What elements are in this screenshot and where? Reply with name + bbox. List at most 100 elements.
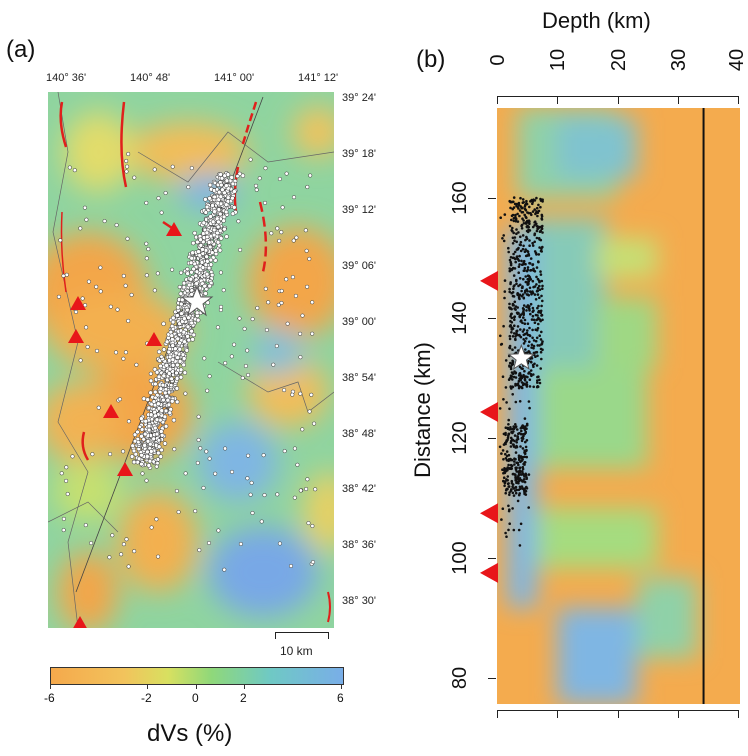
hypocenter-dot: [541, 231, 544, 234]
colorbar-title: dVs (%): [147, 720, 233, 747]
hypocenter-dot: [499, 334, 502, 338]
hypocenter-dot: [511, 360, 515, 364]
hypocenter-dot: [523, 417, 527, 420]
hypocenter-dot: [511, 385, 515, 389]
hypocenter-dot: [518, 466, 521, 470]
hypocenter-dot: [204, 449, 209, 454]
hypocenter-dot: [507, 246, 510, 250]
hypocenter-dot: [219, 182, 224, 188]
hypocenter-dot: [504, 531, 507, 535]
hypocenter-dot: [541, 284, 544, 288]
hypocenter-dot: [232, 342, 237, 347]
hypocenter-dot: [307, 256, 312, 261]
hypocenter-dot: [159, 354, 164, 359]
map-lat-tick: 38° 36': [342, 539, 377, 551]
hypocenter-dot: [514, 384, 517, 387]
hypocenter-dot: [515, 477, 519, 481]
hypocenter-dot: [215, 230, 220, 236]
hypocenter-dot: [509, 365, 513, 369]
hypocenter-dot: [533, 321, 537, 324]
hypocenter-dot: [102, 219, 107, 224]
map-lat-tick: 38° 48': [342, 428, 377, 440]
hypocenter-dot: [518, 334, 521, 337]
hypocenter-dot: [221, 288, 226, 293]
hypocenter-dot: [189, 256, 194, 261]
hypocenter-dot: [507, 482, 510, 485]
hypocenter-dot: [512, 217, 516, 220]
hypocenter-dot: [533, 232, 537, 235]
hypocenter-dot: [540, 215, 544, 218]
hypocenter-dot: [219, 176, 225, 181]
hypocenter-dot: [115, 307, 120, 312]
hypocenter-dot: [170, 399, 175, 404]
hypocenter-dot: [536, 381, 539, 384]
hypocenter-dot: [197, 548, 202, 553]
hypocenter-dot: [523, 318, 527, 322]
hypocenter-dot: [204, 204, 210, 210]
hypocenter-dot: [515, 240, 518, 244]
hypocenter-dot: [96, 405, 101, 410]
hypocenter-dot: [204, 287, 209, 292]
hypocenter-dot: [518, 431, 521, 435]
hypocenter-dot: [230, 181, 236, 187]
hypocenter-dot: [510, 214, 514, 218]
hypocenter-dot: [521, 447, 525, 450]
hypocenter-dot: [235, 174, 240, 179]
hypocenter-dot: [174, 376, 180, 381]
hypocenter-dot: [510, 464, 514, 468]
hypocenter-dot: [515, 481, 519, 484]
hypocenter-dot: [253, 183, 259, 188]
hypocenter-dot: [508, 287, 511, 291]
hypocenter-dot: [517, 246, 520, 250]
hypocenter-dot: [510, 481, 514, 485]
hypocenter-dot: [277, 176, 282, 182]
hypocenter-dot: [521, 330, 525, 333]
hypocenter-dot: [514, 308, 517, 311]
hypocenter-dot: [523, 207, 527, 211]
hypocenter-dot: [515, 278, 518, 282]
hypocenter-dot: [189, 320, 194, 326]
hypocenter-dot: [526, 290, 529, 293]
hypocenter-dot: [525, 439, 529, 442]
hypocenter-dot: [222, 190, 227, 196]
hypocenter-dot: [536, 314, 539, 317]
hypocenter-dot: [509, 445, 513, 448]
hypocenter-dot: [506, 475, 510, 478]
hypocenter-dot: [121, 273, 126, 278]
fault-trace: [258, 201, 268, 273]
colorbar-tick-mark: [196, 684, 197, 689]
hypocenter-dot: [530, 318, 534, 321]
hypocenter-dot: [521, 307, 525, 310]
hypocenter-dot: [516, 428, 519, 431]
hypocenter-dot: [525, 351, 529, 354]
hypocenter-dot: [512, 285, 515, 288]
hypocenter-dot: [510, 479, 514, 483]
hypocenter-dot: [514, 217, 518, 220]
hypocenter-dot: [498, 407, 502, 410]
hypocenter-dot: [202, 356, 207, 361]
hypocenter-dot: [262, 200, 268, 205]
hypocenter-dot: [528, 205, 531, 209]
hypocenter-dot: [225, 195, 231, 200]
hypocenter-dot: [98, 289, 103, 294]
colorbar-tick-mark: [147, 684, 148, 689]
hypocenter-dot: [511, 507, 514, 510]
hypocenter-dot: [541, 299, 544, 303]
hypocenter-dot: [167, 371, 172, 376]
depth-tick: 20: [608, 48, 630, 72]
hypocenter-dot: [510, 218, 513, 222]
hypocenter-dot: [218, 270, 223, 275]
hypocenter-dot: [524, 262, 527, 266]
hypocenter-dot: [527, 372, 530, 375]
hypocenter-dot: [525, 269, 529, 273]
hypocenter-dot: [240, 173, 246, 178]
hypocenter-dot: [533, 220, 537, 223]
hypocenter-dot: [515, 466, 518, 470]
hypocenter-dot: [507, 418, 510, 422]
hypocenter-dot: [108, 452, 113, 457]
hypocenter-dot: [524, 440, 527, 444]
hypocenter-dot: [526, 283, 529, 286]
hypocenter-dot: [514, 351, 518, 355]
hypocenter-dot: [198, 446, 203, 451]
panel-a-label: (a): [6, 36, 36, 63]
